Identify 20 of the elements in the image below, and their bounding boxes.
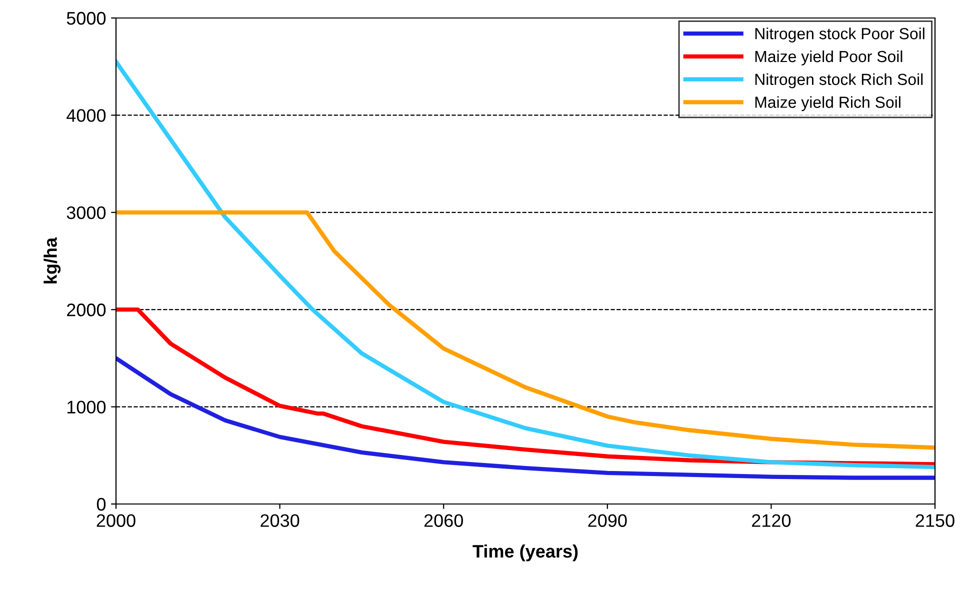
y-tick-label: 2000 xyxy=(67,304,106,316)
x-tick-label: 2090 xyxy=(588,514,627,527)
y-tick-label: 0 xyxy=(96,498,106,511)
y-tick-label: 4000 xyxy=(66,109,106,122)
y-tick-label: 1000 xyxy=(67,400,106,414)
line-series xyxy=(116,210,935,450)
y-tick-label: 3000 xyxy=(66,206,106,220)
y-tick-label: 5000 xyxy=(66,12,106,25)
line-series xyxy=(116,356,935,480)
legend-label: Maize yield Rich Soil xyxy=(755,96,900,112)
x-tick-label: 2000 xyxy=(96,514,136,527)
x-tick-label: 2030 xyxy=(260,514,300,527)
x-tick-label: 2150 xyxy=(916,514,954,527)
legend-label: Nitrogen stock Poor Soil xyxy=(755,28,924,42)
x-tick-label: 2060 xyxy=(424,514,463,527)
x-axis-title: Time (years) xyxy=(472,544,578,562)
y-axis-title: kg/ha xyxy=(44,237,61,284)
legend-label: Maize yield Poor Soil xyxy=(755,50,902,66)
legend-label: Nitrogen stock Rich Soil xyxy=(755,73,923,88)
x-tick-label: 2120 xyxy=(752,514,791,527)
